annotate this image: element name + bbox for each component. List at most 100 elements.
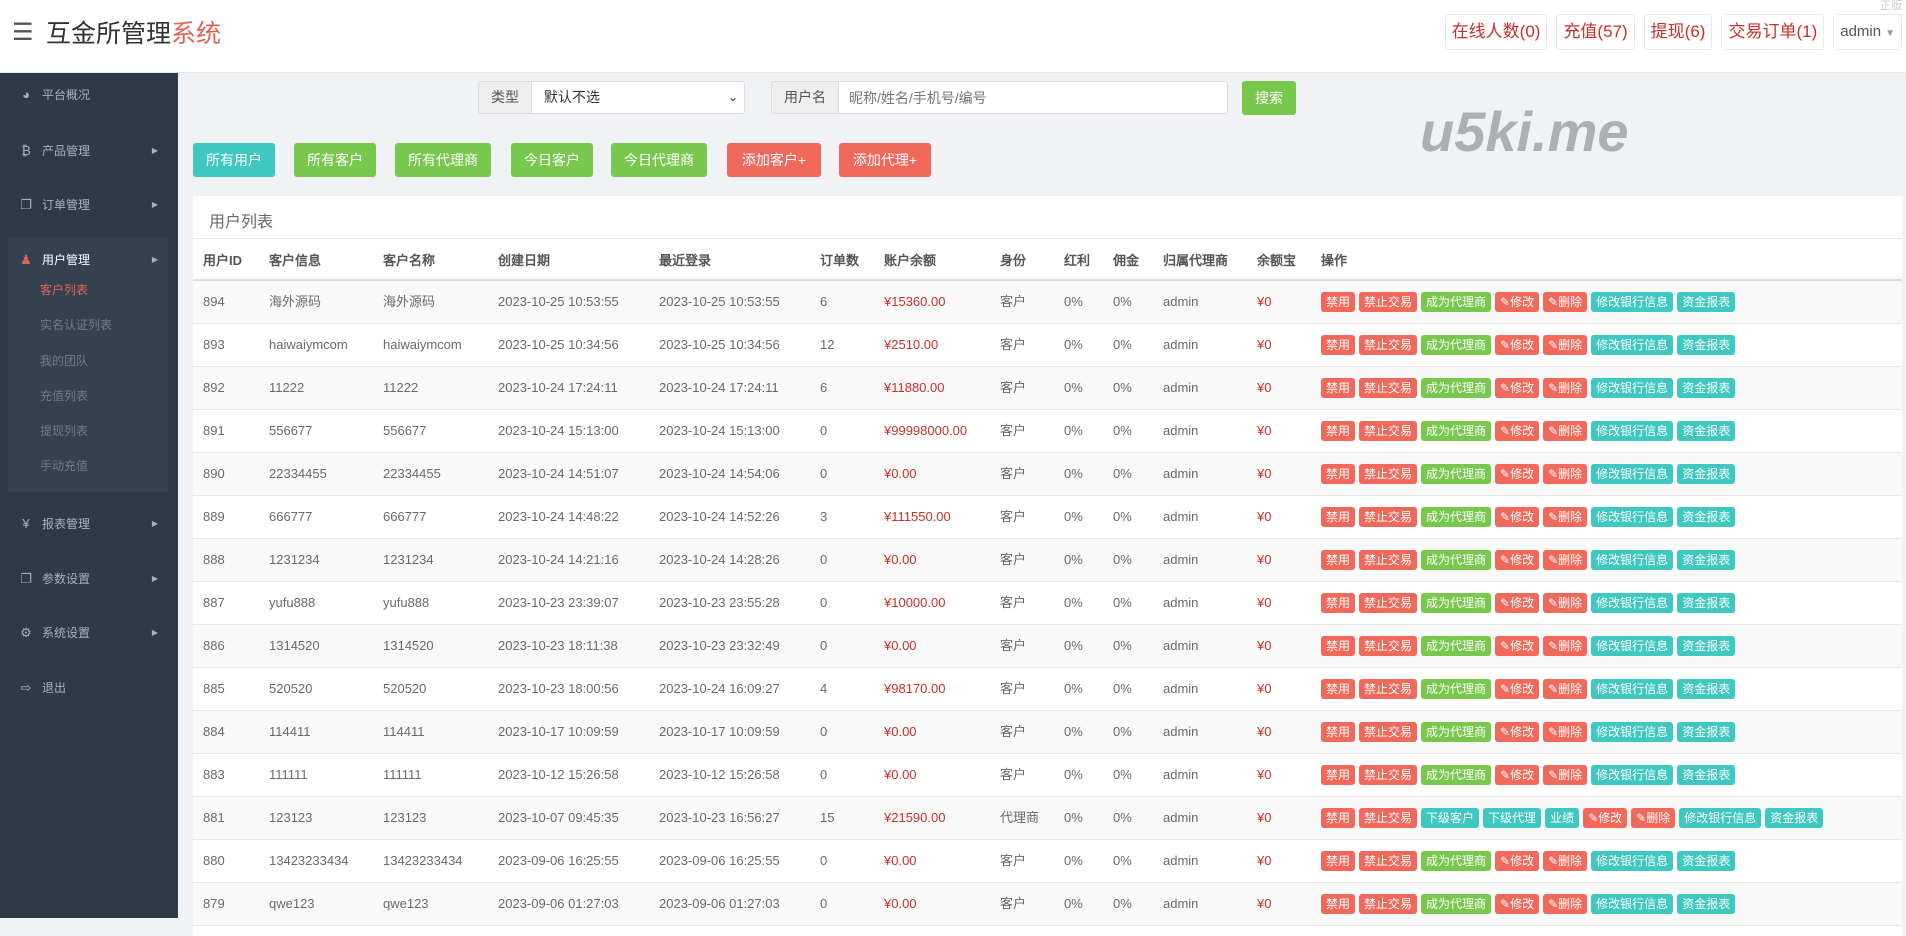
action-button[interactable]: 修改银行信息 <box>1591 765 1674 785</box>
action-button[interactable]: 修改银行信息 <box>1591 636 1674 656</box>
submenu-item[interactable]: 客户列表 <box>40 283 89 297</box>
action-button[interactable]: 资金报表 <box>1765 808 1824 828</box>
action-button[interactable]: ✎修改 <box>1495 894 1540 914</box>
action-button[interactable]: 资金报表 <box>1677 507 1736 527</box>
action-button[interactable]: 资金报表 <box>1677 378 1736 398</box>
action-button[interactable]: 禁用 <box>1321 851 1356 871</box>
action-button[interactable]: ✎删除 <box>1543 292 1588 312</box>
action-button[interactable]: 禁用 <box>1321 550 1356 570</box>
action-button[interactable]: 禁止交易 <box>1359 851 1418 871</box>
action-button[interactable]: 禁用 <box>1321 636 1356 656</box>
action-button[interactable]: 成为代理商 <box>1421 550 1492 570</box>
action-button[interactable]: 禁止交易 <box>1359 593 1418 613</box>
action-button[interactable]: 资金报表 <box>1677 722 1736 742</box>
action-button[interactable]: 修改银行信息 <box>1591 851 1674 871</box>
action-button[interactable]: 禁用 <box>1321 593 1356 613</box>
sidebar-item-2[interactable]: ❐ 订单管理 ▶ <box>0 185 178 225</box>
action-button[interactable]: 禁止交易 <box>1359 464 1418 484</box>
action-button[interactable]: 禁用 <box>1321 421 1356 441</box>
sidebar-item-5[interactable]: ❐ 参数设置 ▶ <box>0 559 178 599</box>
action-button[interactable]: 修改银行信息 <box>1591 507 1674 527</box>
action-button[interactable]: 资金报表 <box>1677 765 1736 785</box>
action-button[interactable]: 资金报表 <box>1677 894 1736 914</box>
action-button[interactable]: ✎修改 <box>1495 550 1540 570</box>
action-button[interactable]: 成为代理商 <box>1421 636 1492 656</box>
action-button[interactable]: 禁止交易 <box>1359 378 1418 398</box>
action-button[interactable]: 禁止交易 <box>1359 679 1418 699</box>
action-button[interactable]: 成为代理商 <box>1421 679 1492 699</box>
action-button[interactable]: 成为代理商 <box>1421 593 1492 613</box>
submenu-item[interactable]: 充值列表 <box>40 389 89 403</box>
user-menu-dropdown[interactable]: admin ▼ <box>1833 14 1902 50</box>
recharge-button[interactable]: 充值(57) <box>1556 14 1635 50</box>
action-button[interactable]: 禁用 <box>1321 894 1356 914</box>
action-button[interactable]: 修改银行信息 <box>1591 550 1674 570</box>
action-button[interactable]: ✎删除 <box>1543 550 1588 570</box>
submenu-item[interactable]: 我的团队 <box>40 354 89 368</box>
action-button[interactable]: ✎删除 <box>1543 894 1588 914</box>
action-button[interactable]: 修改银行信息 <box>1591 421 1674 441</box>
submenu-item[interactable]: 实名认证列表 <box>40 318 113 332</box>
action-button[interactable]: ✎删除 <box>1543 765 1588 785</box>
submenu-item[interactable]: 手动充值 <box>40 459 89 473</box>
action-button[interactable]: 修改银行信息 <box>1591 722 1674 742</box>
action-button[interactable]: 成为代理商 <box>1421 378 1492 398</box>
action-button[interactable]: 成为代理商 <box>1421 335 1492 355</box>
action-button[interactable]: ✎修改 <box>1495 292 1540 312</box>
action-button[interactable]: ✎修改 <box>1583 808 1628 828</box>
sidebar-item-7[interactable]: ⇨ 退出 <box>0 668 178 708</box>
action-button[interactable]: 禁用 <box>1321 335 1356 355</box>
action-button[interactable]: ✎修改 <box>1495 378 1540 398</box>
action-button[interactable]: ✎修改 <box>1495 335 1540 355</box>
action-button[interactable]: 修改银行信息 <box>1591 378 1674 398</box>
action-button[interactable]: 成为代理商 <box>1421 464 1492 484</box>
action-button[interactable]: ✎删除 <box>1543 679 1588 699</box>
action-button[interactable]: 资金报表 <box>1677 679 1736 699</box>
filter-button[interactable]: 所有用户 <box>193 143 275 177</box>
action-button[interactable]: ✎修改 <box>1495 593 1540 613</box>
menu-toggle-icon[interactable]: ☰ <box>12 19 34 46</box>
sidebar-item-1[interactable]: ₿ 产品管理 ▶ <box>0 131 178 171</box>
action-button[interactable]: 禁止交易 <box>1359 636 1418 656</box>
action-button[interactable]: 禁止交易 <box>1359 808 1418 828</box>
action-button[interactable]: 下级代理 <box>1483 808 1542 828</box>
type-select[interactable]: 默认不选 ⌄ <box>531 81 745 114</box>
action-button[interactable]: ✎修改 <box>1495 464 1540 484</box>
action-button[interactable]: ✎删除 <box>1543 464 1588 484</box>
submenu-item[interactable]: 提现列表 <box>40 424 89 438</box>
action-button[interactable]: 成为代理商 <box>1421 292 1492 312</box>
action-button[interactable]: 禁用 <box>1321 507 1356 527</box>
action-button[interactable]: ✎删除 <box>1543 335 1588 355</box>
sidebar-item-6[interactable]: ⚙ 系统设置 ▶ <box>0 613 178 653</box>
action-button[interactable]: 修改银行信息 <box>1591 679 1674 699</box>
action-button[interactable]: ✎修改 <box>1495 851 1540 871</box>
sidebar-item-0[interactable]: ◕ 平台概况 <box>0 75 178 115</box>
action-button[interactable]: 下级客户 <box>1421 808 1480 828</box>
filter-button[interactable]: 添加客户+ <box>727 143 821 177</box>
action-button[interactable]: 修改银行信息 <box>1591 464 1674 484</box>
action-button[interactable]: ✎删除 <box>1543 378 1588 398</box>
filter-button[interactable]: 今日代理商 <box>611 143 707 177</box>
action-button[interactable]: 修改银行信息 <box>1679 808 1762 828</box>
action-button[interactable]: 禁止交易 <box>1359 722 1418 742</box>
action-button[interactable]: 资金报表 <box>1677 593 1736 613</box>
action-button[interactable]: 禁用 <box>1321 765 1356 785</box>
action-button[interactable]: 成为代理商 <box>1421 765 1492 785</box>
action-button[interactable]: 禁用 <box>1321 464 1356 484</box>
action-button[interactable]: 禁止交易 <box>1359 421 1418 441</box>
action-button[interactable]: 成为代理商 <box>1421 507 1492 527</box>
action-button[interactable]: ✎删除 <box>1631 808 1676 828</box>
filter-button[interactable]: 添加代理+ <box>839 143 931 177</box>
action-button[interactable]: 成为代理商 <box>1421 851 1492 871</box>
action-button[interactable]: ✎修改 <box>1495 765 1540 785</box>
action-button[interactable]: 禁止交易 <box>1359 507 1418 527</box>
action-button[interactable]: 修改银行信息 <box>1591 894 1674 914</box>
action-button[interactable]: 禁用 <box>1321 679 1356 699</box>
action-button[interactable]: ✎修改 <box>1495 722 1540 742</box>
action-button[interactable]: 禁止交易 <box>1359 550 1418 570</box>
username-input[interactable] <box>838 81 1228 114</box>
action-button[interactable]: ✎删除 <box>1543 722 1588 742</box>
action-button[interactable]: ✎修改 <box>1495 636 1540 656</box>
action-button[interactable]: 资金报表 <box>1677 335 1736 355</box>
sidebar-item-3[interactable]: ♟ 用户管理 ▶ <box>0 240 178 280</box>
